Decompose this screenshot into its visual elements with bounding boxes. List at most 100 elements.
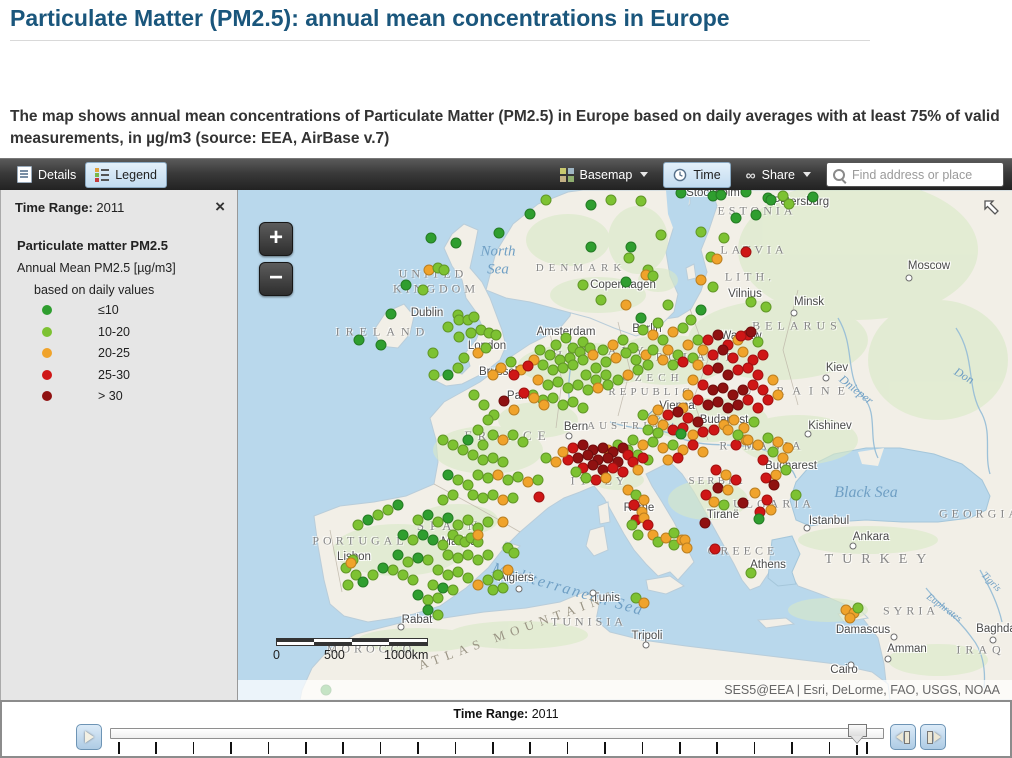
station-dot[interactable] [447,584,459,596]
station-dot[interactable] [622,369,634,381]
station-dot[interactable] [632,464,644,476]
station-dot[interactable] [407,534,419,546]
station-dot[interactable] [672,406,684,418]
station-dot[interactable] [462,479,474,491]
station-dot[interactable] [417,529,429,541]
station-dot[interactable] [425,232,437,244]
station-dot[interactable] [757,349,769,361]
station-dot[interactable] [498,395,510,407]
station-dot[interactable] [742,394,754,406]
station-dot[interactable] [577,354,589,366]
station-dot[interactable] [577,439,589,451]
station-dot[interactable] [402,556,414,568]
station-dot[interactable] [745,296,757,308]
station-dot[interactable] [722,484,734,496]
station-dot[interactable] [517,436,529,448]
station-dot[interactable] [544,349,556,361]
station-dot[interactable] [497,434,509,446]
station-dot[interactable] [707,281,719,293]
station-dot[interactable] [695,274,707,286]
station-dot[interactable] [442,512,454,524]
slider-handle[interactable] [848,724,867,737]
station-dot[interactable] [452,566,464,578]
station-dot[interactable] [757,454,769,466]
map-canvas[interactable]: ESTONIALATVIALITH.BELARUSUKRAINEPOLANDGE… [238,190,1012,700]
station-dot[interactable] [697,344,709,356]
station-dot[interactable] [765,504,777,516]
station-dot[interactable] [737,346,749,358]
station-dot[interactable] [442,469,454,481]
search-box[interactable] [826,162,1004,187]
station-dot[interactable] [432,609,444,621]
station-dot[interactable] [707,349,719,361]
station-dot[interactable] [642,519,654,531]
station-dot[interactable] [745,567,757,579]
station-dot[interactable] [620,299,632,311]
station-dot[interactable] [490,329,502,341]
station-dot[interactable] [478,399,490,411]
station-dot[interactable] [528,354,540,366]
zoom-in-button[interactable]: + [259,222,293,256]
station-dot[interactable] [467,449,479,461]
station-dot[interactable] [452,362,464,374]
station-dot[interactable] [422,554,434,566]
station-dot[interactable] [638,494,650,506]
station-dot[interactable] [600,472,612,484]
station-dot[interactable] [528,392,540,404]
station-dot[interactable] [730,212,742,224]
station-dot[interactable] [647,270,659,282]
station-dot[interactable] [492,469,504,481]
station-dot[interactable] [550,456,562,468]
station-dot[interactable] [487,489,499,501]
station-dot[interactable] [350,569,362,581]
basemap-button[interactable]: Basemap [551,163,658,187]
station-dot[interactable] [657,334,669,346]
station-dot[interactable] [732,399,744,411]
station-dot[interactable] [567,396,579,408]
station-dot[interactable] [357,576,369,588]
station-dot[interactable] [712,362,724,374]
station-dot[interactable] [442,321,454,333]
station-dot[interactable] [740,190,752,198]
station-dot[interactable] [697,379,709,391]
station-dot[interactable] [753,513,765,525]
station-dot[interactable] [562,454,574,466]
station-dot[interactable] [482,574,494,586]
station-dot[interactable] [717,382,729,394]
station-dot[interactable] [392,499,404,511]
station-dot[interactable] [508,547,520,559]
station-dot[interactable] [708,424,720,436]
station-dot[interactable] [375,339,387,351]
station-dot[interactable] [727,352,739,364]
station-dot[interactable] [533,491,545,503]
station-dot[interactable] [452,474,464,486]
station-dot[interactable] [632,364,644,376]
station-dot[interactable] [750,209,762,221]
station-dot[interactable] [752,402,764,414]
station-dot[interactable] [605,194,617,206]
station-dot[interactable] [422,509,434,521]
station-dot[interactable] [675,190,687,199]
station-dot[interactable] [432,516,444,528]
station-dot[interactable] [522,360,534,372]
station-dot[interactable] [482,414,494,426]
station-dot[interactable] [712,329,724,341]
station-dot[interactable] [700,489,712,501]
station-dot[interactable] [637,409,649,421]
station-dot[interactable] [587,459,599,471]
details-button[interactable]: Details [8,163,85,187]
station-dot[interactable] [462,572,474,584]
station-dot[interactable] [345,557,357,569]
station-dot[interactable] [472,579,484,591]
station-dot[interactable] [767,446,779,458]
station-dot[interactable] [524,208,536,220]
station-dot[interactable] [702,334,714,346]
station-dot[interactable] [547,392,559,404]
station-dot[interactable] [711,253,723,265]
station-dot[interactable] [450,237,462,249]
play-button[interactable] [76,724,102,750]
station-dot[interactable] [638,597,650,609]
station-dot[interactable] [682,389,694,401]
station-dot[interactable] [697,446,709,458]
station-dot[interactable] [647,344,659,356]
